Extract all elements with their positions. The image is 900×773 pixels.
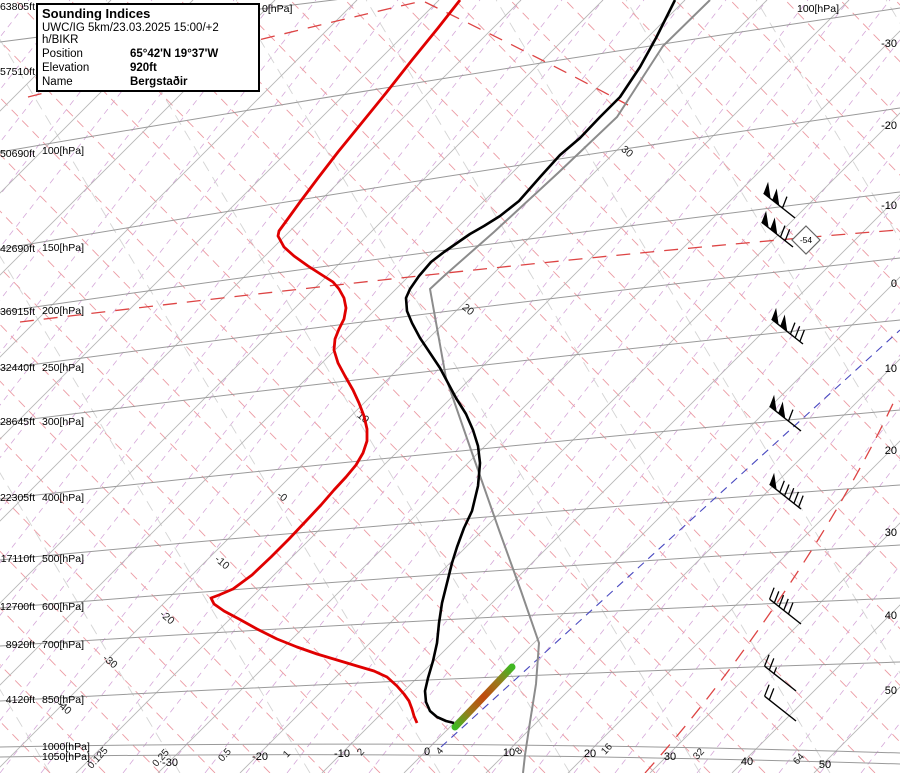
temp-right-label: -30 — [881, 38, 897, 50]
name-label: Name — [42, 76, 73, 88]
mixing-ratio-label: 0.5 — [216, 746, 234, 764]
temp-bottom-label: 20 — [584, 748, 596, 760]
position-row: Position 65°42'N 19°37'W — [38, 48, 258, 62]
adiabat-label: 20 — [460, 301, 477, 318]
cape-parcel-segment — [451, 663, 516, 731]
altitude-tick-label: 17110ft — [1, 553, 35, 565]
mixing-ratio-label: 2 — [355, 746, 367, 758]
pressure-label: 1050[hPa] — [42, 751, 90, 763]
adiabat-label: -10 — [212, 553, 231, 572]
pressure-label: 300[hPa] — [42, 416, 84, 428]
wind-barb — [769, 394, 802, 432]
mixing-ratio-label: 1 — [281, 748, 293, 760]
wind-barb — [768, 587, 802, 625]
reference-atmosphere-curve — [428, 0, 711, 773]
temp-bottom-label: 10 — [503, 747, 515, 759]
mixing-ratio-label: 4 — [434, 745, 446, 757]
altitude-tick-label: 12700ft — [0, 601, 35, 613]
altitude-tick-label: 28645ft — [0, 416, 35, 428]
wind-barb — [763, 181, 796, 219]
temperature-axis-right-labels: -30 -20 -10 0 10 20 30 40 50 — [881, 38, 897, 697]
mixing-ratio-label: 8 — [513, 745, 525, 757]
dewpoint-curve — [209, 0, 462, 724]
pressure-label: 500[hPa] — [42, 553, 84, 565]
temp-bottom-label: -30 — [162, 757, 178, 769]
wind-barbs — [761, 181, 805, 722]
temp-bottom-label: 50 — [819, 759, 831, 771]
temp-right-label: 0 — [891, 278, 897, 290]
position-value: 65°42'N 19°37'W — [130, 48, 219, 60]
temp-right-label: 30 — [885, 527, 897, 539]
temp-right-label: 20 — [885, 445, 897, 457]
temp-right-label: -10 — [881, 200, 897, 212]
pressure-label: 150[hPa] — [42, 242, 84, 254]
altitude-tick-label: 63805ft — [0, 1, 35, 13]
model-run-line: UWC/IG 5km/23.03.2025 15:00/+2 h/BIKR — [42, 22, 219, 46]
altitude-tick-label: 22305ft — [0, 492, 35, 504]
pressure-label: 250[hPa] — [42, 362, 84, 374]
altitude-tick-label: 32440ft — [0, 362, 35, 374]
name-row: Name Bergstaðir — [38, 76, 258, 90]
temp-bottom-label: 40 — [741, 756, 753, 768]
temp-right-label: 10 — [885, 363, 897, 375]
pressure-label: 100[hPa] — [797, 3, 839, 15]
altitude-tick-label: 8920ft — [6, 639, 35, 651]
altitude-tick-label: 36915ft — [0, 306, 35, 318]
temp-bottom-label: -10 — [334, 748, 350, 760]
altitude-tick-label: 50690ft — [0, 148, 35, 160]
pressure-label: 700[hPa] — [42, 639, 84, 651]
adiabat-label: -30 — [100, 652, 119, 671]
box-title: Sounding Indices — [42, 6, 151, 21]
name-value: Bergstaðir — [130, 76, 188, 88]
tropopause-temp-label: -54 — [800, 235, 813, 245]
wind-barb — [769, 472, 804, 510]
adiabat-label: -20 — [157, 608, 176, 627]
pressure-label: 850[hPa] — [42, 694, 84, 706]
wind-barb — [763, 654, 797, 692]
pressure-label: 100[hPa] — [42, 145, 84, 157]
mixing-ratio-label: 16 — [599, 741, 615, 757]
temp-right-label: 40 — [885, 610, 897, 622]
wind-barb — [761, 210, 794, 248]
elevation-label: Elevation — [42, 62, 90, 74]
mixing-ratio-labels: 0.125 0.25 0.5 1 2 4 8 16 32 64 — [86, 741, 808, 771]
temperature-curve — [404, 0, 677, 725]
altitude-axis-labels: 63805ft 57510ft 50690ft 42690ft 36915ft 32440… — [0, 1, 35, 706]
temp-right-label: 50 — [885, 685, 897, 697]
pressure-labels: 0[hPa]100[hPa]100[hPa]150[hPa]200[hPa]25… — [42, 3, 839, 763]
pressure-label: 400[hPa] — [42, 492, 84, 504]
sounding-indices-box: Sounding Indices UWC/IG 5km/23.03.2025 1… — [36, 3, 260, 92]
wind-barb — [763, 684, 797, 722]
altitude-tick-label: 42690ft — [0, 243, 35, 255]
altitude-tick-label: 57510ft — [0, 66, 35, 78]
pressure-label: 200[hPa] — [42, 305, 84, 317]
pressure-label: 600[hPa] — [42, 601, 84, 613]
temp-bottom-label: 30 — [664, 751, 676, 763]
wind-barb — [771, 307, 805, 345]
mixing-ratio-label: 32 — [691, 746, 707, 762]
temperature-axis-bottom-labels: -30 -20 -10 0 10 20 30 40 50 — [162, 746, 831, 771]
pressure-label: 0[hPa] — [262, 3, 292, 15]
tropopause-marker: -54 — [791, 225, 821, 255]
temp-bottom-label: -20 — [252, 751, 268, 763]
elevation-value: 920ft — [130, 62, 157, 74]
surface-mixing-ratio-line — [440, 329, 900, 748]
elevation-row: Elevation 920ft — [38, 62, 258, 76]
pressure-label: 1000[hPa] — [42, 741, 90, 753]
adiabat-label: -0 — [274, 489, 289, 504]
temp-bottom-label: 0 — [424, 746, 430, 758]
position-label: Position — [42, 48, 83, 60]
altitude-tick-label: 4120ft — [6, 694, 35, 706]
temp-right-label: -20 — [881, 120, 897, 132]
